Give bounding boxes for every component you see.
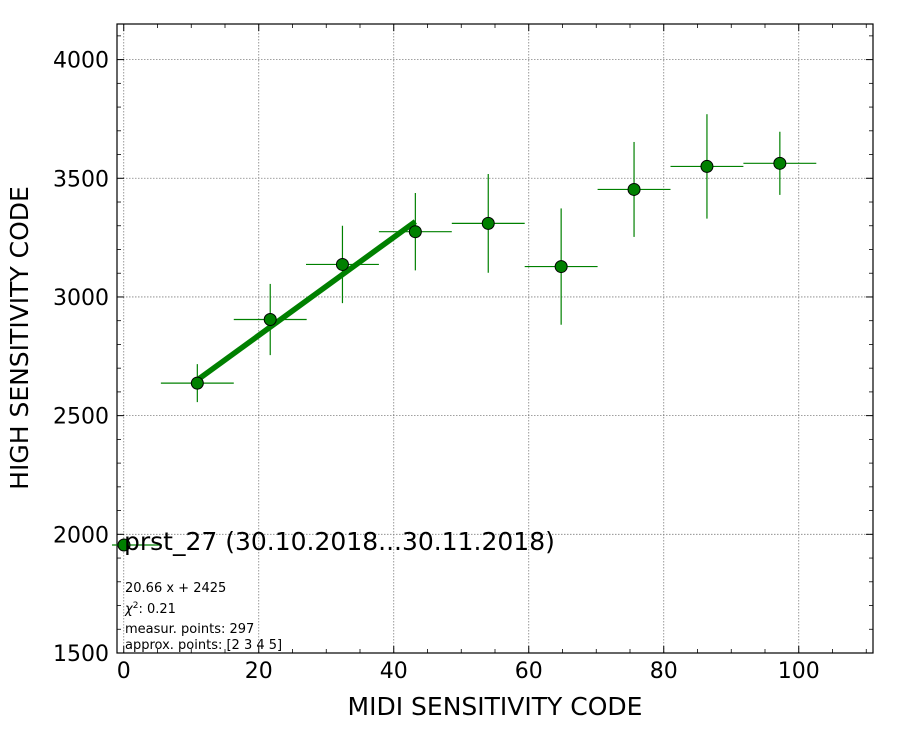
y-tick-label: 4000 — [53, 49, 109, 74]
x-tick-label: 100 — [778, 659, 820, 684]
point-marker — [335, 257, 349, 271]
x-tick-label: 40 — [380, 659, 408, 684]
fit-annotations: 20.66 x + 2425 χ2: 0.21 measur. points: … — [124, 581, 282, 653]
y-tick-label: 2500 — [53, 405, 109, 430]
y-axis-label: HIGH SENSITIVITY CODE — [5, 186, 34, 490]
y-tick-label: 3000 — [53, 286, 109, 311]
x-tick-label: 0 — [117, 659, 131, 684]
grid — [117, 24, 873, 653]
point-marker — [554, 260, 568, 274]
chi-symbol: χ — [124, 602, 134, 617]
point-marker — [190, 376, 204, 390]
y-tick-label: 1500 — [53, 642, 109, 667]
y-tick-label: 2000 — [53, 523, 109, 548]
chi-value: : 0.21 — [138, 602, 175, 617]
point-marker — [700, 159, 714, 173]
data-point — [378, 192, 452, 271]
x-tick-label: 20 — [245, 659, 273, 684]
fit-line-group — [195, 219, 417, 383]
measured-points-note: measur. points: 297 — [125, 622, 254, 637]
tick-labels: 0 20 40 60 80 100 1500 2000 2500 3000 3500 4000 — [53, 49, 820, 684]
point-marker — [627, 182, 641, 196]
data-point — [670, 114, 744, 219]
axis-ticks — [117, 24, 873, 654]
legend-label: prst_27 (30.10.2018...30.11.2018) — [124, 527, 555, 556]
point-marker — [408, 225, 422, 239]
approx-points-note: approx. points: [2 3 4 5] — [125, 638, 282, 653]
data-point — [451, 174, 525, 273]
data-point — [743, 131, 817, 195]
fit-line — [195, 219, 417, 383]
data-point — [233, 283, 307, 356]
point-marker — [481, 216, 495, 230]
data-points — [160, 114, 817, 403]
x-axis-label: MIDI SENSITIVITY CODE — [348, 692, 643, 721]
plot-area — [117, 24, 873, 653]
data-point — [597, 141, 671, 237]
data-point — [160, 364, 234, 403]
x-tick-label: 60 — [515, 659, 543, 684]
y-tick-label: 3500 — [53, 167, 109, 192]
data-point — [306, 225, 379, 304]
chi-square-note: χ2: 0.21 — [124, 601, 176, 617]
legend: prst_27 (30.10.2018...30.11.2018) — [112, 527, 555, 556]
fit-equation: 20.66 x + 2425 — [125, 581, 226, 596]
point-marker — [263, 313, 277, 327]
data-point — [524, 208, 598, 325]
legend-marker — [117, 538, 131, 552]
chi-exponent: 2 — [133, 601, 139, 611]
point-marker — [773, 156, 787, 170]
x-tick-label: 80 — [650, 659, 678, 684]
